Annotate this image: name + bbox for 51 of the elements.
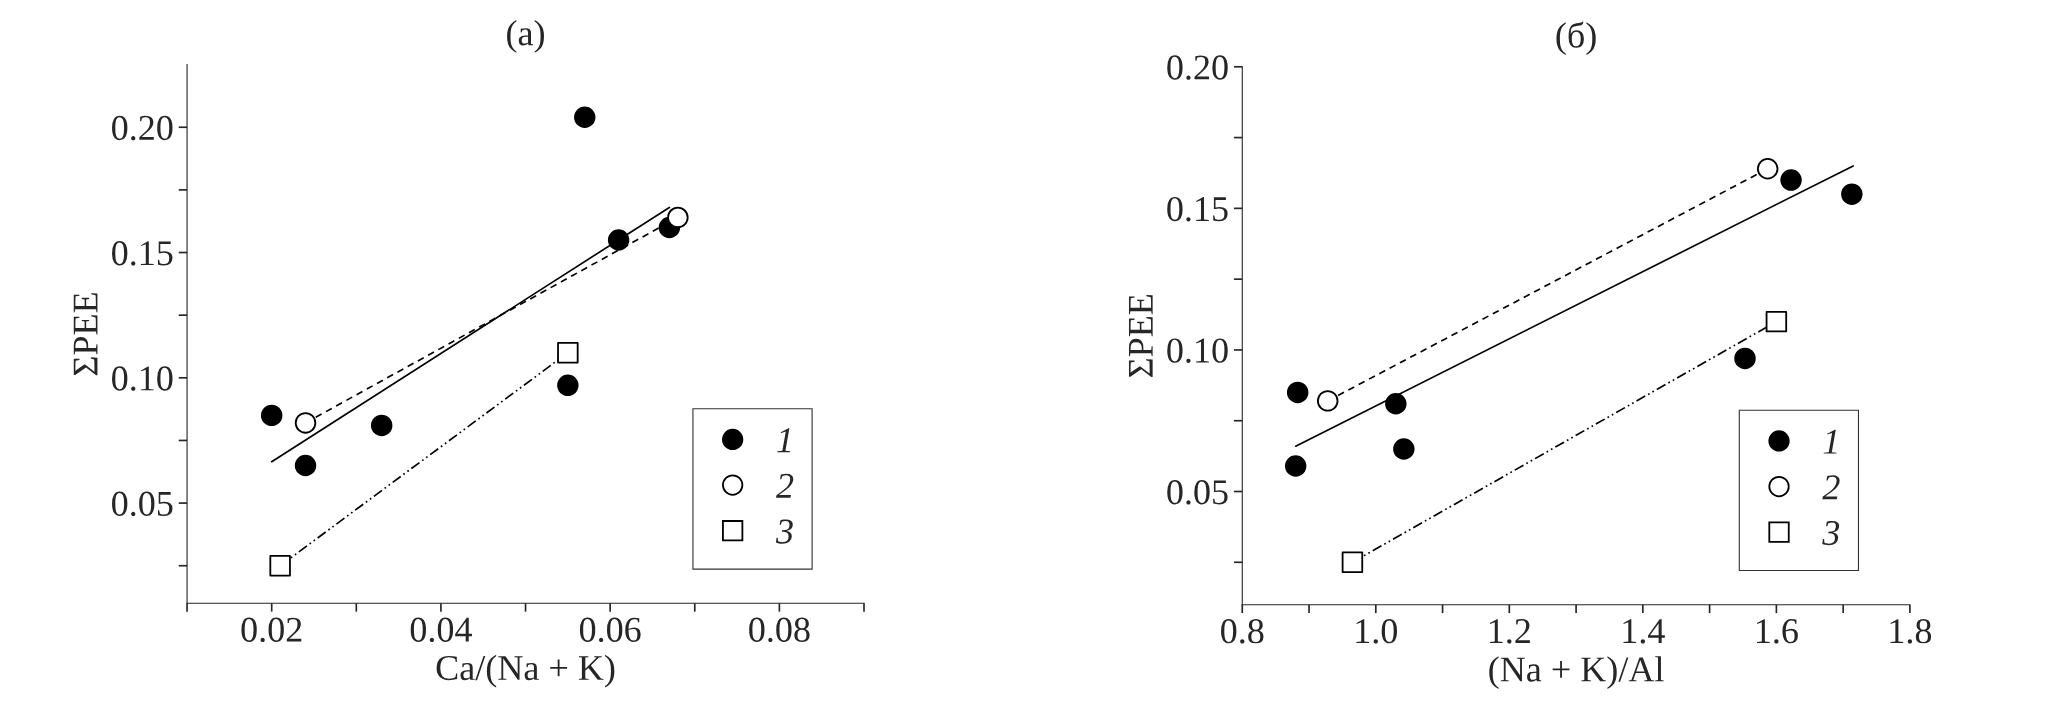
point (1756, 157, 1779, 180)
point (294, 412, 317, 434)
y-tick-label: 0.20 (112, 115, 173, 141)
point (557, 374, 579, 397)
x-axis-title: Ca/(Na + K) (436, 654, 615, 688)
x-tick-label: 0.06 (579, 617, 641, 643)
y-tick-label: 0.05 (112, 491, 173, 517)
y-axis-title: ΣPEE (73, 293, 98, 376)
point (574, 106, 596, 128)
point (260, 404, 283, 427)
point (667, 206, 689, 229)
point (269, 554, 291, 577)
point (1841, 183, 1863, 205)
point (370, 414, 393, 437)
legend-label: 1 (1823, 429, 1837, 454)
point (294, 454, 317, 477)
y-tick-label: 0.15 (1167, 196, 1228, 222)
legend-label: 3 (775, 519, 793, 544)
x-tick-label: 0.08 (749, 617, 810, 643)
legend-label: 2 (776, 473, 794, 498)
x-tick-label: 1.0 (1356, 619, 1397, 644)
x-tick-label: 0.8 (1221, 619, 1264, 644)
y-tick-label: 0.10 (1167, 338, 1228, 363)
point (1286, 381, 1309, 404)
point (1316, 390, 1339, 412)
point (1780, 169, 1802, 191)
x-tick-label: 1.6 (1756, 619, 1798, 644)
chart-title: (a) (507, 20, 544, 53)
y-axis-title: ΣPEE (1128, 294, 1153, 377)
y-tick-label: 0.10 (112, 366, 173, 391)
point (1284, 455, 1307, 477)
x-tick-label: 1.8 (1890, 619, 1932, 644)
point (1734, 347, 1756, 370)
y-tick-label: 0.05 (1167, 480, 1228, 505)
point (1341, 551, 1364, 574)
point (1765, 310, 1788, 333)
legend-label: 3 (1822, 520, 1840, 546)
point (1385, 393, 1407, 415)
point (557, 342, 579, 364)
y-tick-label: 0.15 (112, 241, 173, 266)
chart-title: (б) (1556, 21, 1596, 56)
legend-label: 2 (1822, 475, 1840, 500)
x-tick-label: 0.02 (241, 617, 302, 643)
x-axis-title: (Na + K)/Al (1489, 656, 1664, 689)
legend-label: 1 (777, 428, 791, 453)
y-tick-label: 0.20 (1167, 55, 1228, 80)
x-tick-label: 0.04 (410, 617, 472, 643)
x-tick-label: 1.4 (1623, 619, 1665, 644)
point (1393, 438, 1415, 460)
x-tick-label: 1.2 (1489, 619, 1530, 644)
point (607, 229, 630, 251)
